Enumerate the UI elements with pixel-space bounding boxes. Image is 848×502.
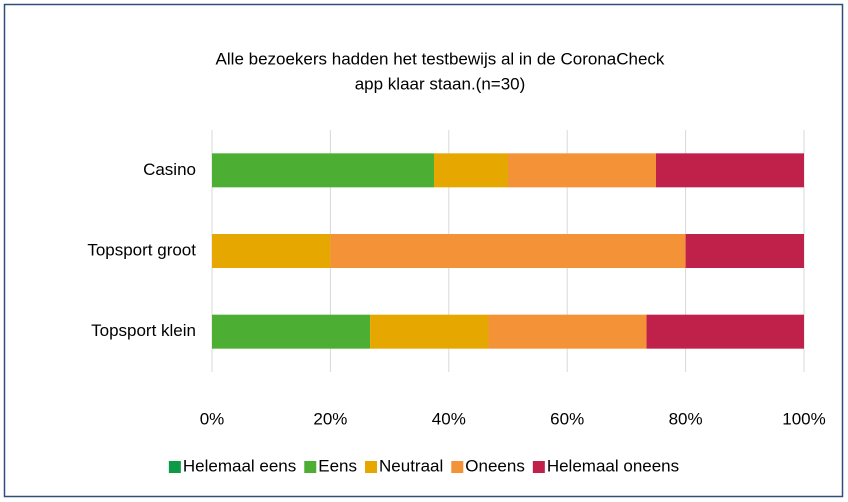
y-tick-label: Topsport groot <box>87 240 196 259</box>
x-tick-label: 100% <box>782 409 825 428</box>
legend-swatch <box>451 461 464 473</box>
bar-segment <box>646 314 804 349</box>
bar-segment <box>685 234 804 268</box>
bar-segment <box>330 234 686 268</box>
x-tick-label: 80% <box>669 409 703 428</box>
legend-swatch <box>168 461 181 473</box>
legend-label: Neutraal <box>379 456 443 475</box>
chart-title: Alle bezoekers hadden het testbewijs al … <box>216 49 665 68</box>
bar-segment <box>212 314 371 349</box>
legend-swatch <box>532 461 545 473</box>
bar-segment <box>212 153 434 188</box>
chart-title: app klaar staan.(n=30) <box>355 74 526 93</box>
x-tick-label: 0% <box>200 409 225 428</box>
legend-label: Oneens <box>465 456 525 475</box>
bar-segment <box>508 153 656 188</box>
x-tick-label: 20% <box>313 409 347 428</box>
legend-label: Helemaal eens <box>183 456 296 475</box>
bar-segment <box>488 314 647 349</box>
legend-swatch <box>365 461 378 473</box>
y-tick-label: Topsport klein <box>91 321 196 340</box>
legend-label: Eens <box>318 456 357 475</box>
bar-segment <box>656 153 804 188</box>
y-tick-label: Casino <box>143 160 196 179</box>
legend-label: Helemaal oneens <box>547 456 679 475</box>
x-tick-label: 60% <box>550 409 584 428</box>
bar-segment <box>370 314 489 349</box>
bar-segment <box>212 234 331 268</box>
legend-swatch <box>304 461 317 473</box>
bar-segment <box>434 153 508 188</box>
x-tick-label: 40% <box>432 409 466 428</box>
